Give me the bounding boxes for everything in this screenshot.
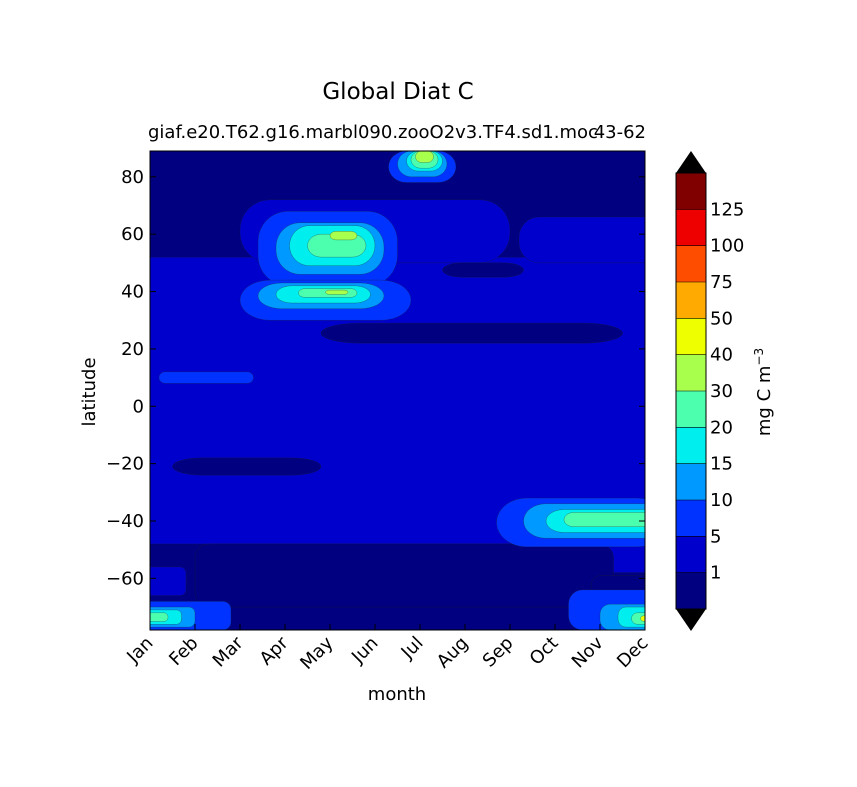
- y-axis-label: latitude: [79, 357, 100, 426]
- colorbar-swatch: [676, 536, 706, 573]
- colorbar-swatch: [676, 354, 706, 391]
- colorbar-swatch: [676, 427, 706, 464]
- colorbar-tick-label: 50: [710, 308, 733, 329]
- y-axis: 80 60 40 20 0 −20 −40 −60: [106, 167, 645, 589]
- colorbar-swatch: [676, 282, 706, 319]
- colorbar-tick-label: 1: [710, 563, 721, 584]
- antarctic-dec-40-50: [640, 615, 645, 622]
- colorbar-swatch: [676, 173, 706, 210]
- x-tick-label: Apr: [256, 632, 293, 669]
- antarctic-jan-20-30: [150, 612, 169, 622]
- x-tick-label: Jul: [397, 633, 428, 664]
- southern-ocean-20-30: [563, 512, 645, 527]
- colorbar-tick-label: 10: [710, 490, 733, 511]
- low-southern-winter: [194, 543, 614, 608]
- y-tick-label: 20: [121, 339, 144, 360]
- x-tick-label: Jan: [122, 633, 157, 668]
- plot-frame: [149, 150, 646, 631]
- antarctic-jan-30-40: [150, 616, 151, 618]
- x-tick-label: Nov: [568, 632, 608, 672]
- colorbar-swatch: [676, 318, 706, 355]
- x-tick-label: Jun: [347, 633, 382, 668]
- colorbar-tick-label: 100: [710, 236, 744, 257]
- colorbar-label-unit: mg C m: [754, 366, 775, 437]
- x-axis-label: month: [368, 684, 426, 705]
- chart-subtitle-left: giaf.e20.T62.g16.marbl090.zooO2v3.TF4.sd…: [148, 122, 598, 143]
- colorbar-extend-min: [676, 609, 706, 631]
- colorbar-swatch: [676, 572, 706, 609]
- band-south-jan: [150, 566, 187, 596]
- colorbar-tick-label: 15: [710, 454, 733, 475]
- colorbar-label-exponent: −3: [752, 348, 766, 366]
- arctic-30-40: [415, 151, 434, 163]
- tropic-strip-5-10: [158, 371, 254, 384]
- y-tick-label: −20: [106, 454, 144, 475]
- x-tick-label: Feb: [165, 633, 202, 670]
- y-tick-label: −40: [106, 511, 144, 532]
- colorbar-tick-label: 75: [710, 272, 733, 293]
- colorbar-tick-label: 30: [710, 381, 733, 402]
- colorbar-tick-label: 40: [710, 345, 733, 366]
- y-tick-label: 60: [121, 224, 144, 245]
- x-axis: Jan Feb Mar Apr May Jun Jul Aug Sep Oct Nov Dec: [122, 624, 653, 674]
- colorbar-swatch: [676, 209, 706, 246]
- contour-field: [150, 151, 645, 630]
- x-tick-label: Sep: [479, 633, 518, 672]
- y-tick-label: 80: [121, 167, 144, 188]
- x-tick-label: Oct: [526, 633, 563, 670]
- colorbar-tick-label: 20: [710, 417, 733, 438]
- colorbar-swatch: [676, 500, 706, 537]
- y-tick-label: 40: [121, 282, 144, 303]
- x-tick-label: Dec: [613, 633, 652, 672]
- colorbar-label: mg C m−3: [752, 348, 775, 436]
- colorbar-swatch: [676, 245, 706, 282]
- x-tick-label: Mar: [209, 632, 248, 671]
- chart-title: Global Diat C: [322, 79, 473, 105]
- low-north-midlat: [442, 262, 524, 278]
- low-south-subtropics: [172, 457, 322, 476]
- low-north-subtropics: [320, 322, 623, 344]
- x-tick-label: May: [296, 632, 337, 673]
- colorbar-swatch: [676, 391, 706, 428]
- y-tick-label: 0: [133, 396, 144, 417]
- chart-subtitle-right: 43-62: [594, 122, 646, 143]
- colorbar-tick-label: 125: [710, 199, 744, 220]
- midlat-spring-30-40: [325, 289, 349, 295]
- colorbar-swatch: [676, 463, 706, 500]
- y-tick-label: −60: [106, 568, 144, 589]
- band-north-autumn: [518, 216, 645, 264]
- x-tick-label: Aug: [433, 633, 473, 673]
- antarctic-dec-20-30: [631, 612, 645, 625]
- colorbar-tick-label: 5: [710, 526, 721, 547]
- north-spring-30-40: [329, 231, 358, 241]
- colorbar-extend-max: [676, 151, 706, 173]
